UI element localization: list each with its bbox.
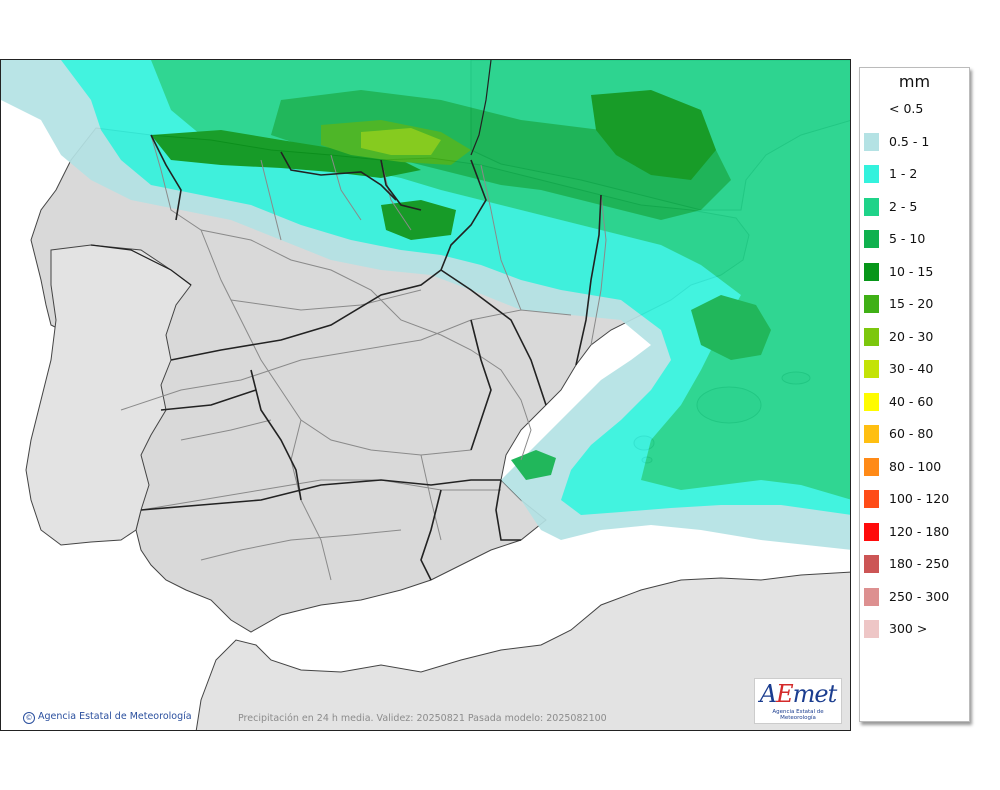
legend-swatch bbox=[864, 425, 879, 443]
legend-swatch bbox=[864, 360, 879, 378]
legend-item: 15 - 20 bbox=[860, 288, 969, 320]
legend-item: 180 - 250 bbox=[860, 548, 969, 580]
legend-label: < 0.5 bbox=[889, 101, 924, 116]
legend-label: 80 - 100 bbox=[889, 458, 942, 474]
precip-layer bbox=[1, 60, 850, 550]
legend-label: 60 - 80 bbox=[889, 426, 934, 441]
north-africa bbox=[195, 571, 850, 730]
legend-swatch bbox=[864, 262, 879, 281]
copyright-notice: © Agencia Estatal de Meteorología bbox=[23, 711, 192, 724]
precipitation-legend: mm < 0.5 0.5 - 1 1 - 2 2 - 5 5 - 10 10 - 15 15… bbox=[859, 67, 970, 722]
legend-label: 1 - 2 bbox=[889, 166, 918, 181]
legend-label: 10 - 15 bbox=[889, 263, 934, 279]
aemet-logo: AEmet Agencia Estatal de Meteorología bbox=[754, 678, 842, 724]
legend-item: 250 - 300 bbox=[860, 581, 969, 613]
legend-item: 20 - 30 bbox=[860, 321, 969, 353]
precip-20-30 bbox=[361, 128, 441, 155]
legend-label: 0.5 - 1 bbox=[889, 133, 930, 149]
legend-item: 5 - 10 bbox=[860, 223, 969, 255]
aemet-logo-mark: AEmet bbox=[759, 680, 837, 708]
copyright-icon: © bbox=[23, 712, 35, 724]
legend-swatch bbox=[864, 295, 879, 313]
legend-item: 60 - 80 bbox=[860, 418, 969, 450]
precipitation-map: © Agencia Estatal de Meteorología Precipi… bbox=[0, 59, 851, 731]
legend-label: 300 > bbox=[889, 621, 928, 636]
precip-5-10-south bbox=[691, 295, 771, 360]
legend-swatch bbox=[864, 100, 879, 118]
country-borders bbox=[90, 60, 492, 286]
legend-swatch bbox=[864, 230, 879, 248]
legend-swatch bbox=[864, 165, 879, 183]
precip-10-15-coast bbox=[151, 130, 421, 178]
legend-item: 300 > bbox=[860, 613, 969, 645]
legend-item: 10 - 15 bbox=[860, 256, 969, 288]
legend-item: 100 - 120 bbox=[860, 483, 969, 515]
precip-10-15-inland bbox=[381, 200, 456, 240]
legend-label: 2 - 5 bbox=[889, 198, 918, 214]
community-borders bbox=[140, 134, 602, 581]
legend-swatch bbox=[864, 457, 879, 476]
legend-label: 20 - 30 bbox=[889, 328, 934, 344]
legend-item: 1 - 2 bbox=[860, 158, 969, 190]
legend-swatch bbox=[864, 555, 879, 573]
legend-label: 30 - 40 bbox=[889, 361, 934, 376]
precip-10-15 bbox=[591, 90, 716, 180]
legend-item: 120 - 180 bbox=[860, 516, 969, 548]
legend-label: 15 - 20 bbox=[889, 296, 934, 311]
copyright-text: Agencia Estatal de Meteorología bbox=[38, 711, 192, 722]
legend-swatch bbox=[864, 490, 879, 508]
legend-label: 120 - 180 bbox=[889, 523, 950, 539]
aemet-logo-subtitle: Agencia Estatal de Meteorología bbox=[772, 709, 824, 721]
legend-swatch bbox=[864, 132, 879, 151]
legend-swatch bbox=[864, 392, 879, 411]
legend-item: 0.5 - 1 bbox=[860, 126, 969, 158]
legend-item: 80 - 100 bbox=[860, 451, 969, 483]
legend-label: 40 - 60 bbox=[889, 393, 934, 409]
legend-label: 100 - 120 bbox=[889, 491, 950, 506]
legend-swatch bbox=[864, 620, 879, 638]
map-svg bbox=[1, 60, 850, 730]
legend-item: < 0.5 bbox=[860, 93, 969, 125]
legend-label: 180 - 250 bbox=[889, 556, 950, 571]
legend-label: 5 - 10 bbox=[889, 231, 926, 246]
legend-unit: mm bbox=[898, 72, 931, 91]
legend-item: 2 - 5 bbox=[860, 191, 969, 223]
legend-item: 30 - 40 bbox=[860, 353, 969, 385]
map-caption: Precipitación en 24 h media. Validez: 20… bbox=[238, 713, 607, 724]
legend-item: 40 - 60 bbox=[860, 386, 969, 418]
legend-swatch bbox=[864, 522, 879, 541]
legend-swatch bbox=[864, 327, 879, 346]
legend-swatch bbox=[864, 197, 879, 216]
legend-label: 250 - 300 bbox=[889, 588, 950, 604]
legend-swatch bbox=[864, 587, 879, 606]
